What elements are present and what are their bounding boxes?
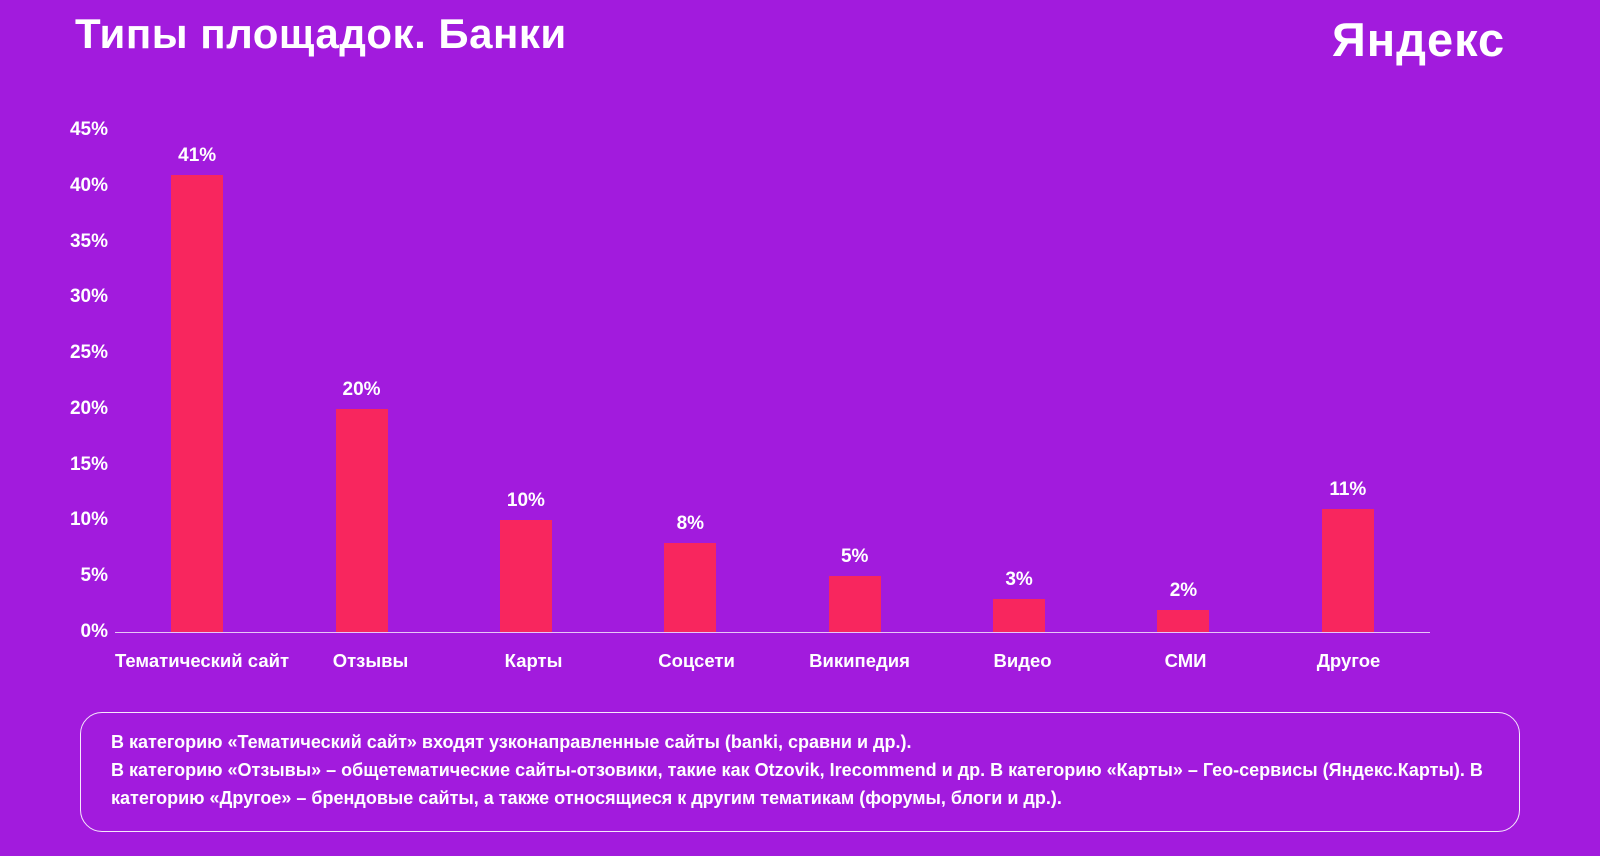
bar [664,542,717,632]
x-axis-line [115,632,1430,633]
y-axis-tick-label: 40% [69,174,108,196]
y-axis-tick-label: 5% [80,565,108,587]
y-axis: 45% 40% 35% 30% 25% 20% 15% 10% 5% 0% [0,119,108,642]
footnote-box: В категорию «Тематический сайт» входят у… [80,712,1520,832]
x-axis-category-label: Другое [1316,650,1381,671]
y-axis-tick-label: 0% [80,621,108,642]
x-axis-category-label: СМИ [1164,650,1207,671]
y-axis-tick-label: 10% [69,509,108,531]
bar-column: 20% [279,130,443,632]
bar-column: 8% [608,130,772,632]
x-axis-category-label: Википедия [809,650,910,671]
x-axis-category-label: Соцсети [658,650,735,671]
x-axis-category-label: Тематический сайт [115,650,290,671]
bar-value-label: 20% [342,378,381,400]
bar [993,598,1046,632]
y-axis-tick-label: 15% [69,453,108,475]
bar-value-label: 11% [1329,479,1367,501]
y-axis-tick-label: 45% [69,119,108,140]
bar-column: 2% [1101,130,1265,632]
bar-value-label: 10% [506,490,545,512]
bar [499,520,552,632]
x-axis-category-label: Отзывы [332,650,409,671]
bar [171,174,224,632]
footnote-paragraph-1: В категорию «Тематический сайт» входят у… [111,732,912,752]
y-axis-tick-label: 30% [69,286,108,308]
bar-column: 10% [444,130,608,632]
bar-value-label: 8% [676,512,705,534]
x-axis-category-label: Видео [993,650,1052,671]
bar [1157,609,1210,632]
bar [335,408,388,632]
y-axis-tick-label: 20% [69,397,108,419]
yandex-logo: Яндекс [1332,13,1506,66]
bar-value-label: 5% [840,546,869,568]
bar [828,576,881,632]
y-axis-tick-label: 25% [69,342,108,364]
bar [1321,509,1374,632]
page-title: Типы площадок. Банки [75,10,567,57]
bar-column: 41% [115,130,279,632]
bar-column: 5% [773,130,937,632]
bar-chart-plot-area: 41% 20% 10% 8% 5% 3% 2% 11% [115,130,1430,632]
footnote-paragraph-2: В категорию «Отзывы» – общетематические … [111,759,1483,808]
bar-value-label: 41% [178,144,217,166]
bar-column: 3% [937,130,1101,632]
bar-column: 11% [1266,130,1430,632]
y-axis-tick-label: 35% [69,230,108,252]
bar-value-label: 2% [1169,579,1198,601]
x-axis-category-label: Карты [504,650,563,671]
bar-value-label: 3% [1005,568,1033,590]
x-axis-labels: Тематический сайт Отзывы Карты Соцсети Викип… [115,650,1430,672]
